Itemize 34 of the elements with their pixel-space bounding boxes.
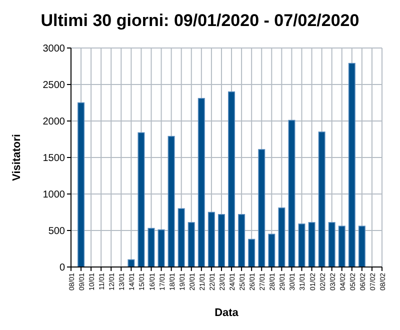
- bar: [248, 238, 256, 268]
- bar: [138, 132, 145, 268]
- bar: [178, 208, 185, 268]
- bar: [278, 207, 286, 268]
- bar: [298, 224, 306, 268]
- y-tick-label: 500: [48, 226, 66, 237]
- bar: [158, 229, 165, 268]
- bar: [238, 214, 246, 268]
- bar: [188, 222, 195, 268]
- bar: [148, 228, 155, 268]
- y-tick-label: 3000: [42, 44, 66, 54]
- bar: [78, 102, 85, 268]
- bar: [258, 149, 266, 268]
- bar: [208, 212, 215, 268]
- x-axis-title: Data: [214, 307, 240, 319]
- bar: [328, 222, 336, 268]
- bar: [338, 226, 346, 268]
- bar: [288, 120, 296, 268]
- bar: [268, 234, 276, 268]
- bar: [168, 136, 175, 268]
- y-tick-label: 2000: [42, 116, 66, 128]
- y-tick-label: 2500: [42, 80, 66, 91]
- bar: [358, 226, 366, 268]
- bar: [218, 214, 225, 268]
- bar: [228, 91, 236, 268]
- chart-title: Ultimi 30 giorni: 09/01/2020 - 07/02/2020: [40, 11, 360, 30]
- bar: [318, 132, 326, 268]
- bar: [198, 98, 205, 268]
- bar: [348, 62, 356, 268]
- y-axis-title: Visitatori: [11, 134, 23, 181]
- y-tick-label: 1000: [42, 190, 66, 200]
- bar: [308, 222, 316, 268]
- y-tick-label: 1500: [42, 153, 66, 164]
- y-tick-label: 0: [59, 262, 66, 274]
